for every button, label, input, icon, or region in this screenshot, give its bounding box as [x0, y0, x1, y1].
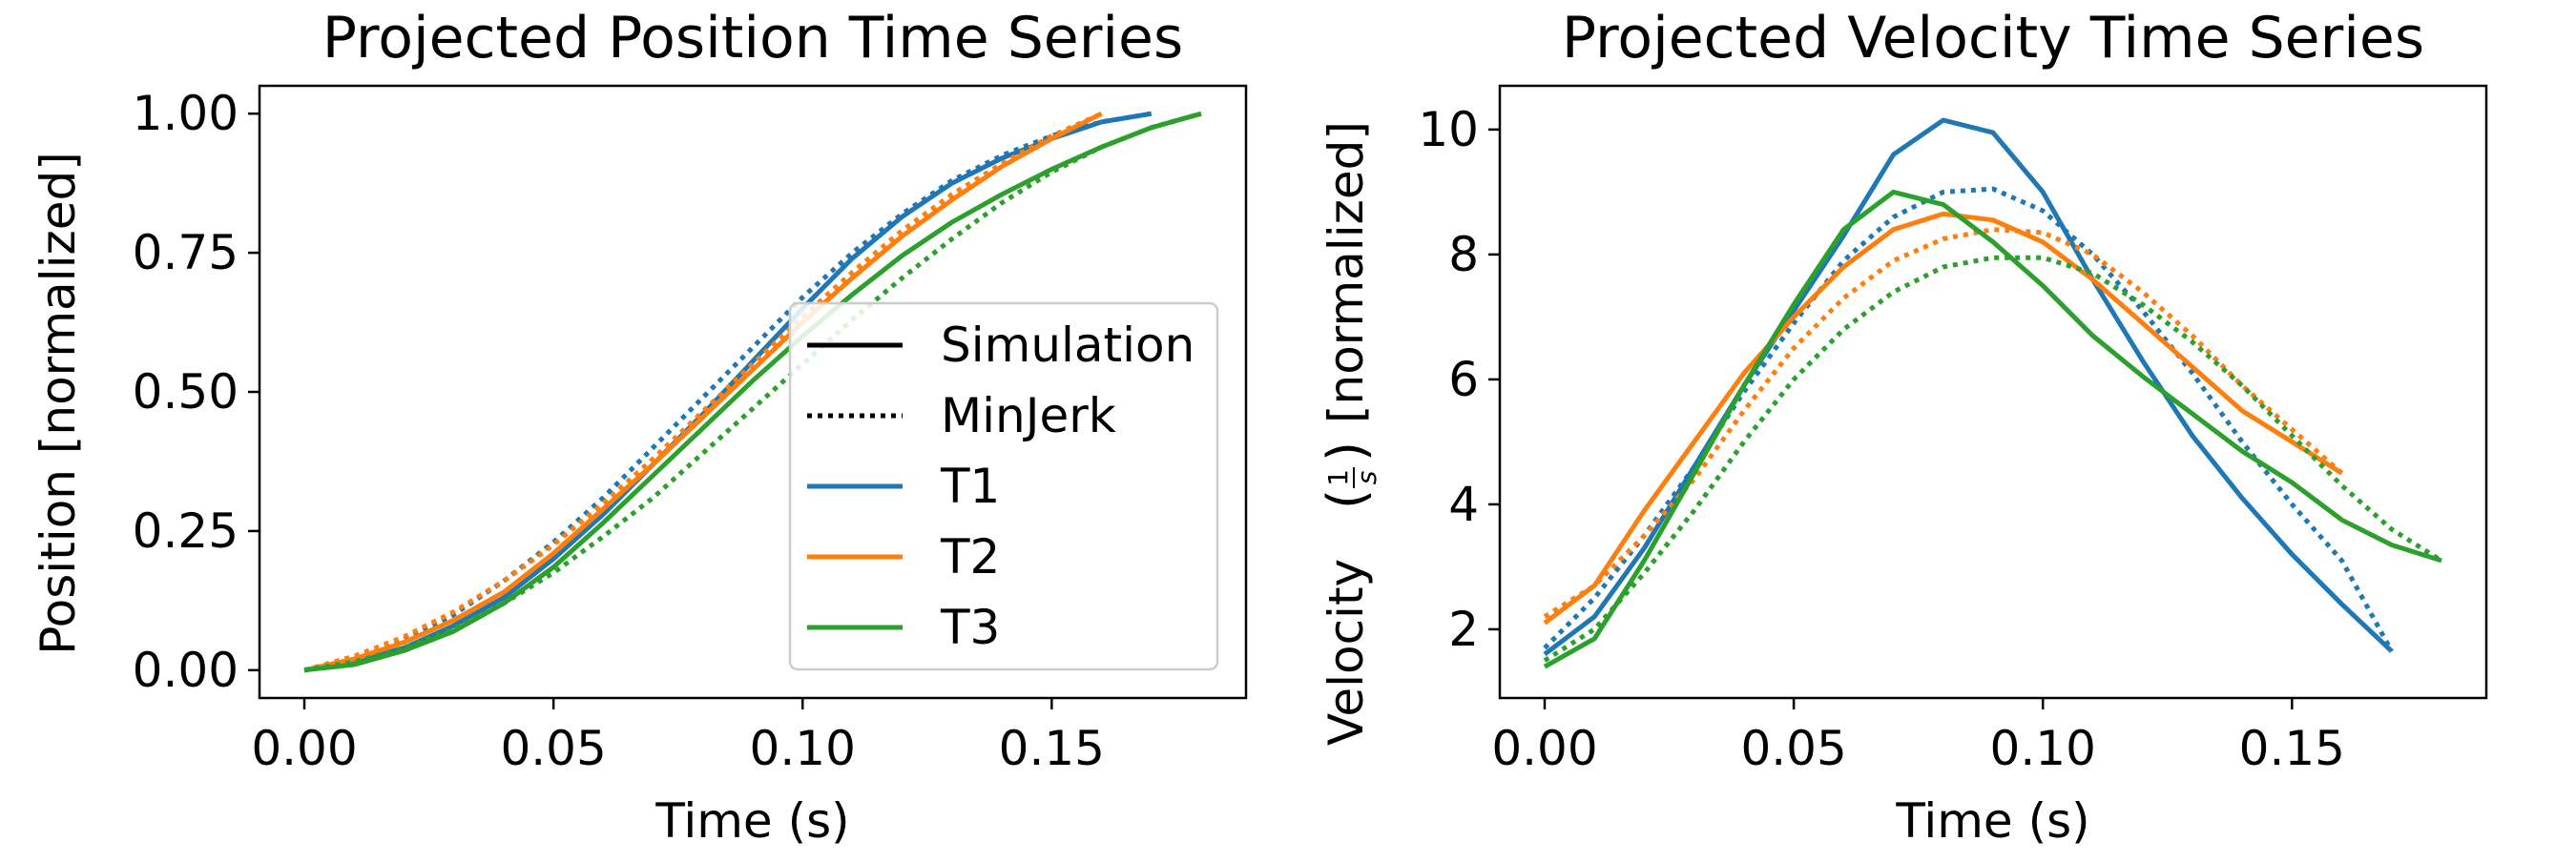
- x-tick-label: 0.15: [999, 721, 1105, 776]
- y-axis-label-group: Velocity (1s) [normalized]: [1317, 121, 1382, 746]
- y-tick-label: 2: [1448, 602, 1479, 657]
- legend-label-t1: T1: [940, 459, 1000, 514]
- x-tick-label: 0.00: [1491, 721, 1597, 776]
- series-line-t3-dotted: [303, 111, 1202, 673]
- y-axis-label: Position [normalized]: [31, 152, 86, 654]
- series-line-t1-dotted: [1543, 186, 2394, 653]
- y-axis-label-fraction-numerator: 1: [1322, 469, 1354, 486]
- series-line-t1-dotted: [303, 111, 1153, 673]
- x-tick-label: 0.15: [2239, 721, 2345, 776]
- y-tick-label: 8: [1448, 227, 1479, 282]
- series-line-t2-dotted: [1543, 227, 2344, 619]
- legend-box: [788, 301, 1219, 671]
- x-tick-label: 0.10: [750, 721, 856, 776]
- chart-title: Projected Velocity Time Series: [1562, 5, 2424, 72]
- legend-label-t3: T3: [940, 600, 1000, 655]
- series-line-t2-solid: [303, 111, 1103, 673]
- legend-label-t2: T2: [940, 529, 1000, 585]
- x-tick-label: 0.10: [1990, 721, 2096, 776]
- y-axis-label-unit: [normalized]: [1319, 121, 1374, 423]
- y-axis-label-paren-right: ): [1317, 441, 1377, 462]
- y-tick-label: 0.50: [133, 364, 239, 420]
- y-axis-label-fraction-denominator: s: [1351, 471, 1382, 485]
- x-tick-label: 0.00: [251, 721, 357, 776]
- y-tick-label: 0.75: [133, 225, 239, 280]
- legend: Simulation MinJerk T1 T2 T3: [788, 301, 1219, 671]
- legend-label-minjerk: MinJerk: [941, 388, 1116, 443]
- legend-label-simulation: Simulation: [941, 318, 1195, 373]
- y-tick-label: 0.25: [133, 503, 239, 559]
- series-line-t3-solid: [1543, 189, 2442, 669]
- axes-frame: [1498, 84, 2488, 700]
- axes-2: 0.00 0.05 0.10 0.15 2 4 6 8 10 Projected Velocity…: [1317, 5, 2488, 849]
- y-tick-label: 0.00: [133, 643, 239, 698]
- x-tick-label: 0.05: [1740, 721, 1846, 776]
- series-line-t3-dotted: [1543, 255, 2443, 663]
- y-tick-label: 6: [1448, 352, 1479, 407]
- y-tick-label: 4: [1448, 477, 1479, 532]
- x-axis-label: Time (s): [1895, 793, 2089, 849]
- series-line-t3-solid: [303, 111, 1202, 673]
- y-tick-label: 1.00: [133, 86, 239, 141]
- series-line-t1-solid: [1543, 117, 2394, 657]
- x-axis-label: Time (s): [654, 793, 849, 849]
- series-line-t2-dotted: [303, 111, 1103, 673]
- series-line-t2-solid: [1543, 211, 2343, 626]
- x-tick-label: 0.05: [500, 721, 606, 776]
- y-axis-label-paren-left: (: [1317, 489, 1377, 509]
- y-tick-label: 10: [1418, 102, 1479, 157]
- axes-1: 0.00 0.05 0.10 0.15 0.00 0.25 0.50 0.75 1.00 Proj…: [31, 5, 1248, 849]
- y-axis-label: Velocity: [1319, 559, 1374, 746]
- chart-title: Projected Position Time Series: [322, 5, 1183, 72]
